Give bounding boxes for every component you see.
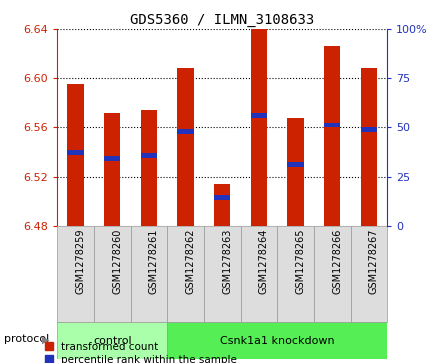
Legend: transformed count, percentile rank within the sample: transformed count, percentile rank withi… (45, 342, 237, 363)
Bar (314, 226, 351, 322)
Bar (361, 68, 377, 226)
Bar (204, 226, 241, 322)
Bar (57, 322, 167, 359)
Title: GDS5360 / ILMN_3108633: GDS5360 / ILMN_3108633 (130, 13, 314, 26)
Bar (277, 226, 314, 322)
Bar (67, 150, 84, 155)
Bar (324, 123, 341, 127)
Bar (167, 226, 204, 322)
Bar (67, 85, 84, 226)
Text: GSM1278266: GSM1278266 (332, 229, 342, 294)
Text: GSM1278259: GSM1278259 (76, 229, 85, 294)
Bar (57, 226, 94, 322)
Bar (177, 129, 194, 134)
Text: GSM1278261: GSM1278261 (149, 229, 159, 294)
Bar (251, 113, 267, 118)
Text: GSM1278262: GSM1278262 (186, 229, 195, 294)
Bar (214, 184, 231, 226)
Bar (141, 153, 157, 158)
Bar (251, 29, 267, 226)
Text: GSM1278265: GSM1278265 (296, 229, 305, 294)
Bar (287, 162, 304, 167)
Bar (167, 322, 387, 359)
Text: ▶: ▶ (42, 334, 49, 344)
Text: GSM1278264: GSM1278264 (259, 229, 269, 294)
Bar (177, 68, 194, 226)
Text: GSM1278260: GSM1278260 (112, 229, 122, 294)
Bar (104, 156, 121, 161)
Bar (131, 226, 167, 322)
Bar (94, 226, 131, 322)
Bar (361, 127, 377, 132)
Text: GSM1278263: GSM1278263 (222, 229, 232, 294)
Bar (324, 46, 341, 226)
Bar (104, 113, 121, 226)
Text: protocol: protocol (4, 334, 50, 344)
Text: control: control (93, 336, 132, 346)
Bar (214, 195, 231, 200)
Text: GSM1278267: GSM1278267 (369, 229, 379, 294)
Bar (287, 118, 304, 226)
Bar (141, 110, 157, 226)
Bar (351, 226, 387, 322)
Text: Csnk1a1 knockdown: Csnk1a1 knockdown (220, 336, 334, 346)
Bar (241, 226, 277, 322)
